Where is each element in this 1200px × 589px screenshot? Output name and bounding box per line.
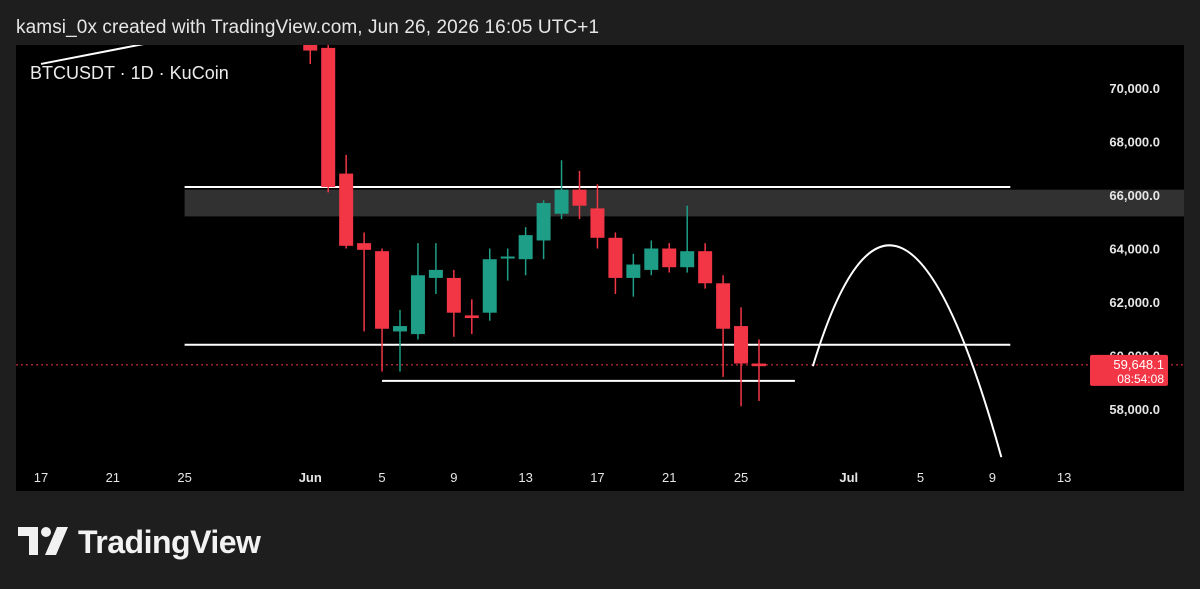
y-tick-label: 58,000.0: [1109, 402, 1160, 417]
x-tick-label: 25: [734, 470, 748, 485]
y-tick-label: 70,000.0: [1109, 81, 1160, 96]
candle-body[interactable]: [626, 264, 641, 278]
x-tick-label: 9: [450, 470, 457, 485]
x-tick-label: 9: [989, 470, 996, 485]
candle-body[interactable]: [644, 248, 659, 270]
x-tick-label: 17: [590, 470, 604, 485]
y-tick-label: 62,000.0: [1109, 295, 1160, 310]
candle-body[interactable]: [464, 315, 479, 319]
brand-name: TradingView: [78, 523, 261, 560]
y-tick-label: 64,000.0: [1109, 242, 1160, 257]
x-tick-label: 5: [917, 470, 924, 485]
candle-body[interactable]: [734, 326, 749, 364]
candle-body[interactable]: [410, 275, 425, 335]
candle-body[interactable]: [357, 243, 372, 250]
countdown-label: 08:54:08: [1117, 372, 1164, 386]
candle-body[interactable]: [554, 189, 569, 214]
y-tick-label: 66,000.0: [1109, 188, 1160, 203]
candle-body[interactable]: [590, 208, 605, 238]
x-tick-label: Jun: [299, 470, 322, 485]
x-tick-label: 25: [177, 470, 191, 485]
candle-body[interactable]: [321, 47, 336, 187]
symbol-legend[interactable]: BTCUSDT · 1D · KuCoin: [30, 63, 229, 83]
tradingview-logo-icon: [18, 527, 68, 555]
resistance-zone[interactable]: [184, 189, 1184, 217]
candle-body[interactable]: [500, 256, 515, 259]
candle-body[interactable]: [716, 283, 731, 329]
candle-body[interactable]: [662, 248, 677, 268]
x-tick-label: 21: [106, 470, 120, 485]
candle-body[interactable]: [680, 251, 695, 268]
brand: TradingView: [18, 522, 261, 562]
last-price-label: 59,648.1: [1113, 357, 1164, 372]
candle-body[interactable]: [752, 363, 766, 367]
last-price-badge: [1090, 354, 1168, 386]
candle-body[interactable]: [698, 251, 713, 284]
candle-body[interactable]: [428, 269, 443, 278]
candle-body[interactable]: [393, 326, 407, 332]
x-tick-label: 13: [518, 470, 532, 485]
candle-body[interactable]: [482, 259, 497, 313]
x-tick-label: 21: [662, 470, 676, 485]
candle-body[interactable]: [339, 173, 354, 246]
x-tick-label: 13: [1057, 470, 1071, 485]
y-tick-label: 68,000.0: [1109, 135, 1160, 150]
x-tick-label: 17: [34, 470, 48, 485]
projection-curve[interactable]: [811, 244, 1003, 458]
candle-body[interactable]: [303, 45, 318, 51]
x-tick-label: 5: [378, 470, 385, 485]
candlestick-chart[interactable]: 58,000.060,000.062,000.064,000.066,000.0…: [16, 45, 1184, 491]
candle-body[interactable]: [375, 251, 390, 329]
chart-caption: kamsi_0x created with TradingView.com, J…: [16, 17, 600, 38]
chart-area[interactable]: 58,000.060,000.062,000.064,000.066,000.0…: [16, 45, 1184, 491]
x-tick-label: Jul: [839, 470, 858, 485]
candle-body[interactable]: [446, 277, 461, 313]
candle-body[interactable]: [536, 203, 551, 241]
candle-body[interactable]: [572, 189, 587, 206]
prior-trend-line[interactable]: [40, 45, 221, 65]
candle-body[interactable]: [608, 237, 623, 278]
candle-body[interactable]: [518, 235, 533, 260]
